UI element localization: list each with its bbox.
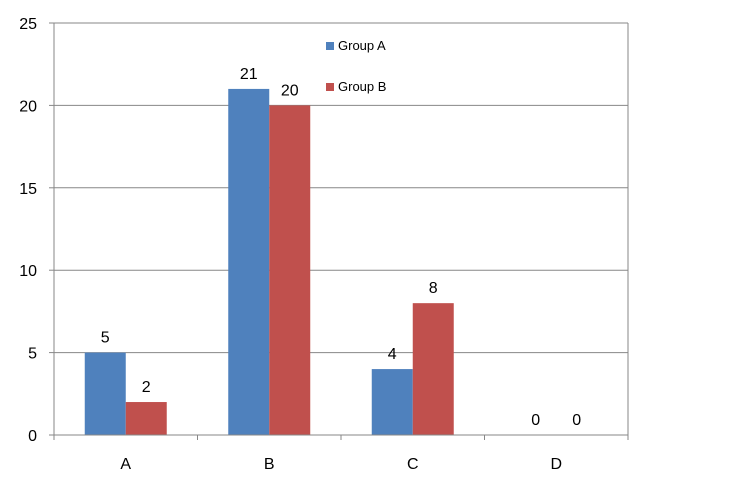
- y-tick-label: 0: [28, 428, 37, 445]
- legend-swatch-group-b: [326, 83, 334, 91]
- bar-group-b: [412, 303, 454, 435]
- y-axis-ticks: 0 5 10 15 20 25: [19, 16, 54, 445]
- bars: [84, 88, 454, 436]
- y-tick-label: 25: [19, 16, 37, 33]
- bar-data-labels: 5 21 4 0 2 20 8 0: [101, 66, 581, 429]
- data-label-group-b: 20: [281, 82, 299, 99]
- gridlines: [54, 22, 628, 354]
- bar-group-a: [84, 352, 126, 435]
- x-tick-label: B: [264, 456, 275, 473]
- legend-item-group-b: Group B: [326, 79, 386, 94]
- x-axis-ticks: A B C D: [53, 435, 629, 473]
- legend-swatch-group-a: [326, 42, 334, 50]
- x-tick-label: A: [120, 456, 131, 473]
- bar-group-a: [371, 369, 413, 435]
- x-tick-label: D: [550, 456, 562, 473]
- y-tick-label: 20: [19, 98, 37, 115]
- legend: Group A Group B: [326, 38, 386, 94]
- bar-group-b: [125, 402, 167, 435]
- legend-label-group-a: Group A: [338, 38, 386, 53]
- y-tick-label: 15: [19, 181, 37, 198]
- data-label-group-a: 4: [388, 346, 397, 363]
- y-tick-label: 10: [19, 263, 37, 280]
- bar-group-a: [228, 88, 270, 436]
- legend-label-group-b: Group B: [338, 79, 386, 94]
- y-tick-label: 5: [28, 346, 37, 363]
- data-label-group-b: 2: [142, 379, 151, 396]
- legend-item-group-a: Group A: [326, 38, 386, 53]
- data-label-group-a: 0: [531, 412, 540, 429]
- data-label-group-a: 5: [101, 330, 110, 347]
- bar-group-b: [269, 105, 311, 436]
- data-label-group-b: 8: [429, 280, 438, 297]
- data-label-group-b: 0: [572, 412, 581, 429]
- x-tick-label: C: [407, 456, 419, 473]
- data-label-group-a: 21: [240, 66, 258, 83]
